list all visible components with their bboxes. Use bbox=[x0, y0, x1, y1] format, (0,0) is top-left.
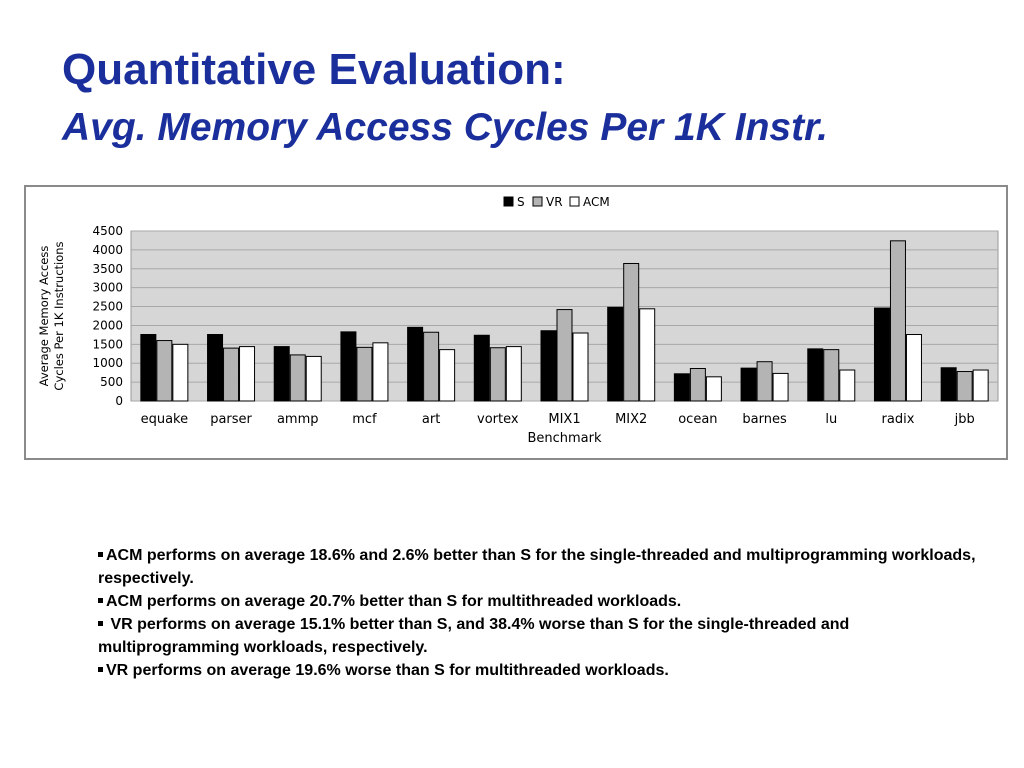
bar-vr bbox=[156, 340, 173, 402]
bullet-text: VR performs on average 19.6% worse than … bbox=[106, 662, 669, 679]
bar-s bbox=[807, 348, 824, 402]
bar-acm bbox=[972, 369, 989, 402]
y-tick-label: 4000 bbox=[92, 243, 123, 257]
bar-s bbox=[740, 367, 757, 402]
bar-vr bbox=[956, 371, 973, 402]
y-tick-label: 2000 bbox=[92, 318, 123, 332]
bar-acm bbox=[172, 343, 189, 402]
legend-swatch bbox=[532, 196, 543, 207]
bar-chart: 0 500 1000 1500 2000 2500 3000 3500 4000 4500 Aver… bbox=[37, 195, 999, 446]
y-axis-label: Average Memory Access bbox=[37, 246, 51, 387]
legend-label: S bbox=[517, 195, 525, 209]
bar-acm bbox=[372, 342, 389, 402]
bar-acm bbox=[572, 332, 589, 402]
bullet-text: ACM performs on average 18.6% and 2.6% b… bbox=[98, 547, 976, 587]
y-tick-label: 2500 bbox=[92, 300, 123, 314]
x-tick-label: barnes bbox=[742, 412, 787, 427]
slide-title: Quantitative Evaluation: bbox=[62, 45, 566, 94]
bar-acm bbox=[905, 334, 922, 402]
y-tick-label: 1000 bbox=[92, 356, 123, 370]
y-axis-label: Cycles Per 1K Instructions bbox=[52, 241, 66, 390]
x-axis-label: Benchmark bbox=[527, 431, 602, 446]
bar-vr bbox=[689, 368, 706, 402]
bar-acm bbox=[839, 369, 856, 402]
bar-acm bbox=[705, 376, 722, 402]
legend-swatch bbox=[569, 196, 580, 207]
bar-acm bbox=[772, 372, 789, 402]
x-tick-label: vortex bbox=[477, 412, 519, 427]
bullet-item: ACM performs on average 18.6% and 2.6% b… bbox=[98, 544, 978, 590]
bar-vr bbox=[489, 347, 506, 402]
bar-vr bbox=[423, 331, 440, 402]
bar-vr bbox=[623, 262, 640, 402]
x-tick-label: equake bbox=[141, 412, 189, 427]
chart-frame: 0 500 1000 1500 2000 2500 3000 3500 4000 4500 Aver… bbox=[24, 185, 1008, 460]
x-tick-label: ammp bbox=[277, 412, 319, 427]
x-tick-label: mcf bbox=[352, 412, 377, 427]
bar-s bbox=[207, 334, 224, 402]
bar-s bbox=[273, 346, 290, 402]
bar-acm bbox=[439, 349, 456, 402]
x-tick-label: MIX2 bbox=[615, 412, 647, 427]
bar-acm bbox=[305, 355, 322, 402]
x-tick-label: parser bbox=[210, 412, 252, 427]
bar-s bbox=[340, 331, 357, 402]
x-tick-label: MIX1 bbox=[548, 412, 580, 427]
bar-vr bbox=[889, 240, 906, 402]
x-tick-label: lu bbox=[825, 412, 837, 427]
y-tick-label: 4500 bbox=[92, 224, 123, 238]
square-bullet-icon bbox=[98, 551, 103, 557]
bullet-item: VR performs on average 15.1% better than… bbox=[98, 613, 978, 659]
y-tick-label: 0 bbox=[115, 394, 123, 408]
y-tick-label: 1500 bbox=[92, 337, 123, 351]
bar-vr bbox=[756, 361, 773, 402]
bar-s bbox=[940, 367, 957, 402]
bullet-text: ACM performs on average 20.7% better tha… bbox=[106, 593, 682, 610]
legend-swatch bbox=[503, 196, 514, 207]
bar-vr bbox=[556, 309, 573, 402]
x-tick-label: art bbox=[422, 412, 440, 427]
square-bullet-icon bbox=[98, 620, 103, 626]
bar-acm bbox=[239, 346, 256, 402]
bullet-item: ACM performs on average 20.7% better tha… bbox=[98, 590, 978, 613]
bar-s bbox=[140, 334, 157, 402]
bullet-item: VR performs on average 19.6% worse than … bbox=[98, 659, 978, 682]
bar-vr bbox=[823, 349, 840, 402]
y-tick-label: 3500 bbox=[92, 262, 123, 276]
bar-s bbox=[473, 334, 490, 402]
legend-label: VR bbox=[546, 195, 563, 209]
y-tick-label: 500 bbox=[100, 375, 123, 389]
slide-subtitle: Avg. Memory Access Cycles Per 1K Instr. bbox=[62, 106, 828, 149]
bar-s bbox=[873, 307, 890, 402]
bar-acm bbox=[505, 346, 522, 402]
bar-s bbox=[540, 330, 557, 402]
x-tick-label: jbb bbox=[954, 412, 975, 427]
x-tick-label: ocean bbox=[678, 412, 717, 427]
bullet-text: VR performs on average 15.1% better than… bbox=[98, 616, 850, 656]
square-bullet-icon bbox=[98, 597, 103, 603]
bar-vr bbox=[356, 346, 373, 402]
bar-s bbox=[673, 373, 690, 402]
bar-acm bbox=[639, 308, 656, 402]
bullet-list: ACM performs on average 18.6% and 2.6% b… bbox=[98, 544, 978, 682]
x-tick-label: radix bbox=[882, 412, 915, 427]
bar-vr bbox=[289, 354, 306, 402]
legend-label: ACM bbox=[583, 195, 610, 209]
bar-s bbox=[607, 306, 624, 402]
y-tick-label: 3000 bbox=[92, 281, 123, 295]
bar-vr bbox=[223, 347, 240, 402]
square-bullet-icon bbox=[98, 666, 103, 672]
bar-s bbox=[407, 326, 424, 402]
